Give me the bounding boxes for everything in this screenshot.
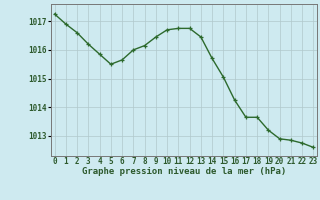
X-axis label: Graphe pression niveau de la mer (hPa): Graphe pression niveau de la mer (hPa) [82,167,286,176]
